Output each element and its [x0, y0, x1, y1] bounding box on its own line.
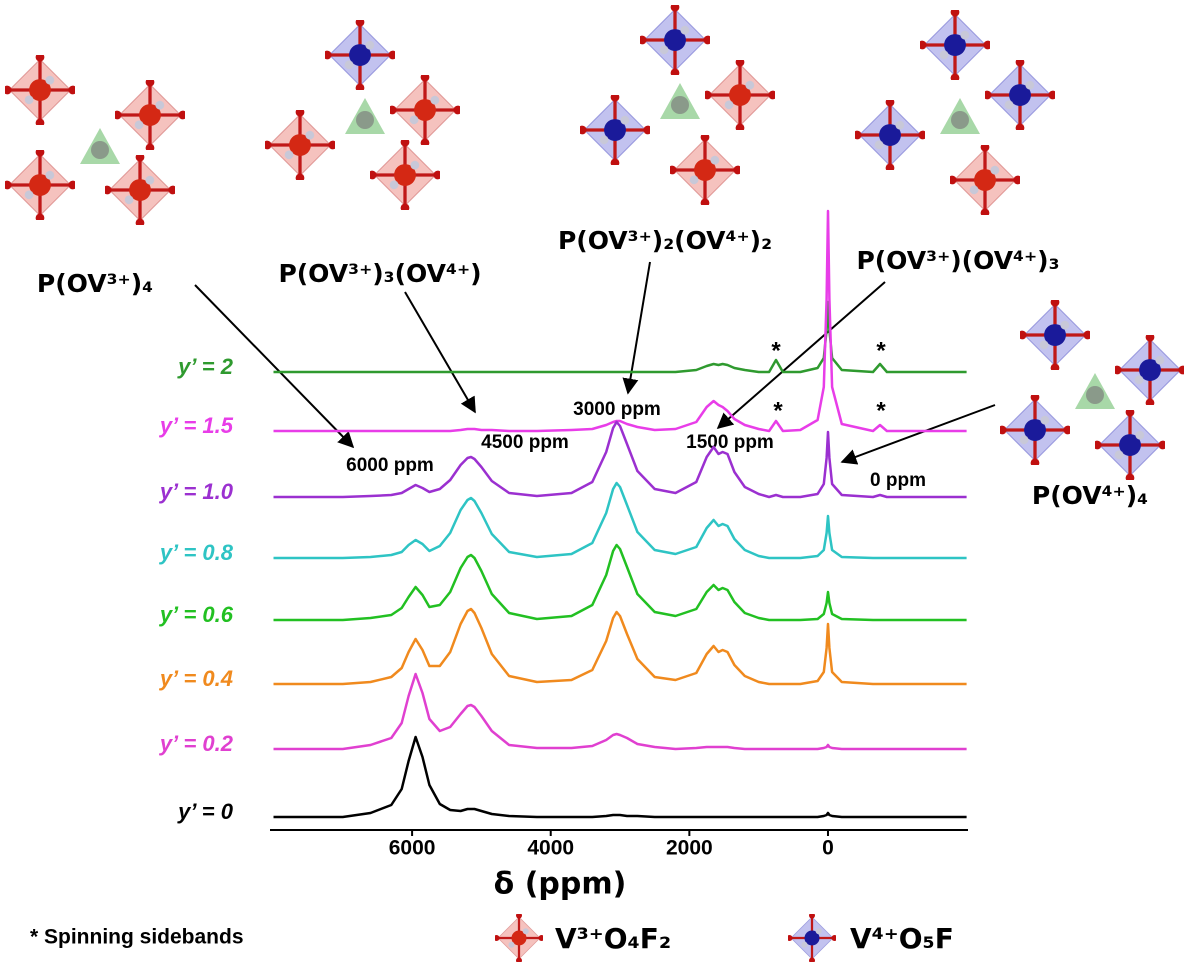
x-tick-label: 4000: [527, 837, 574, 860]
structure: [3, 53, 187, 227]
structure: [263, 18, 462, 212]
x-axis-label: δ (ppm): [494, 867, 627, 902]
structure: [578, 3, 777, 207]
structure: [853, 8, 1057, 217]
spectrum: [274, 483, 967, 558]
annotation: 6000 ppm: [346, 455, 434, 476]
annotation: 3000 ppm: [573, 399, 661, 420]
series-label: y’ = 0: [177, 799, 234, 824]
series-label: y’ = 1.0: [159, 479, 234, 504]
annotation: 1500 ppm: [686, 432, 774, 453]
series-label: y’ = 0.4: [159, 666, 233, 691]
series-label: y’ = 0.8: [159, 540, 234, 565]
figure: P(OV³⁺)₄ P(OV³⁺)₃(OV⁴⁺) P(OV³⁺)₂(OV⁴⁺)₂ …: [0, 0, 1184, 968]
arrow: [842, 405, 995, 462]
legend-label: V³⁺O₄F₂: [555, 922, 671, 955]
series-label: y’ = 0.2: [159, 731, 234, 756]
arrow: [718, 282, 885, 428]
legend-label: V⁴⁺O₅F: [850, 922, 954, 955]
annotation: 0 ppm: [870, 470, 926, 491]
sideband-marker: *: [773, 397, 783, 424]
arrow: [405, 292, 475, 412]
structure-label: P(OV³⁺)₄: [37, 269, 153, 298]
x-tick-label: 6000: [389, 837, 436, 860]
legend-icon: [494, 913, 545, 964]
plot: 6000 4000 2000 0 y’ = 2 y’ = 1.5 y’ = 1.0 y’ = …: [159, 211, 968, 860]
structure-label: P(OV³⁺)₂(OV⁴⁺)₂: [558, 226, 772, 255]
annotation: 4500 ppm: [481, 432, 569, 453]
sideband-marker: *: [876, 397, 886, 424]
arrow: [628, 262, 650, 393]
x-tick-label: 0: [822, 837, 834, 860]
footnote: * Spinning sidebands: [30, 926, 244, 949]
sideband-marker: *: [876, 337, 886, 364]
spectrum: [274, 302, 967, 372]
series-label: y’ = 2: [177, 354, 234, 379]
series-label: y’ = 0.6: [159, 602, 234, 627]
series-label: y’ = 1.5: [159, 413, 234, 438]
spectrum: [274, 674, 967, 749]
structure: [998, 298, 1184, 482]
legend-icon: [787, 913, 838, 964]
structure-label: P(OV³⁺)₃(OV⁴⁺): [278, 259, 481, 288]
structure-label: P(OV⁴⁺)₄: [1032, 481, 1148, 510]
x-tick-label: 2000: [666, 837, 713, 860]
structure-label: P(OV³⁺)(OV⁴⁺)₃: [856, 246, 1059, 275]
